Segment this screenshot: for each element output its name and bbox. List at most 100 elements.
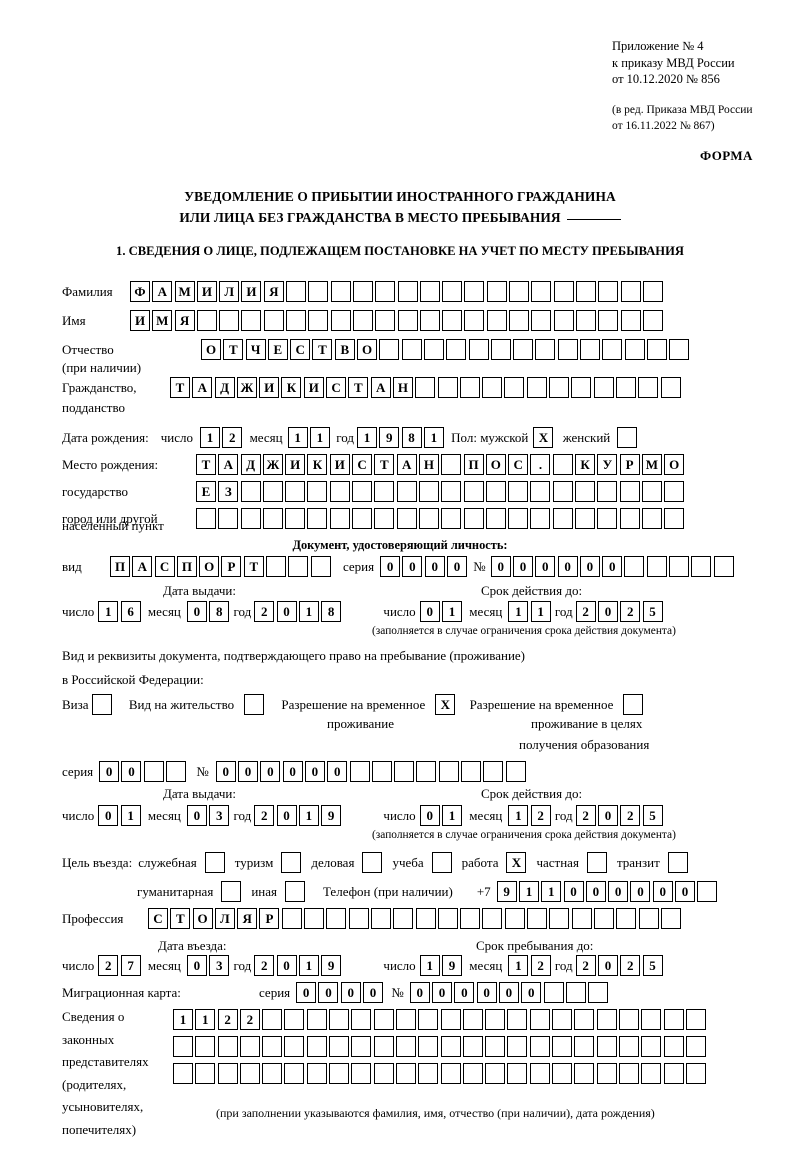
char-box[interactable] (620, 310, 641, 331)
char-box[interactable] (219, 310, 240, 331)
char-box[interactable] (685, 1063, 706, 1084)
char-box[interactable]: К (307, 454, 328, 475)
char-box[interactable] (442, 281, 463, 302)
char-box[interactable] (593, 377, 614, 398)
char-box[interactable]: 1 (423, 427, 444, 448)
char-box[interactable]: 0 (215, 761, 236, 782)
char-box[interactable] (459, 377, 480, 398)
char-box[interactable]: О (201, 339, 221, 360)
char-box[interactable]: И (196, 281, 217, 302)
char-box[interactable]: 1 (419, 955, 440, 976)
char-box[interactable]: 3 (209, 805, 230, 826)
char-box[interactable]: Т (170, 377, 190, 398)
char-box[interactable] (669, 339, 690, 360)
char-box[interactable]: О (485, 454, 506, 475)
char-box[interactable] (549, 908, 570, 929)
char-box[interactable] (463, 481, 484, 502)
char-box[interactable] (549, 377, 570, 398)
char-box[interactable] (442, 310, 463, 331)
char-box[interactable] (615, 377, 636, 398)
purpose-option-checkbox[interactable] (221, 881, 242, 902)
char-box[interactable]: 1 (508, 601, 529, 622)
char-box[interactable] (463, 508, 484, 529)
char-box[interactable] (504, 377, 525, 398)
char-box[interactable]: 9 (496, 881, 517, 902)
char-box[interactable]: 0 (521, 982, 542, 1003)
char-box[interactable]: 0 (579, 556, 600, 577)
char-box[interactable] (553, 281, 574, 302)
char-box[interactable]: 0 (602, 556, 623, 577)
char-box[interactable] (598, 281, 619, 302)
char-box[interactable]: Ж (236, 377, 257, 398)
char-box[interactable] (596, 1009, 617, 1030)
char-box[interactable]: Д (240, 454, 261, 475)
char-box[interactable] (483, 761, 504, 782)
char-box[interactable] (217, 1063, 238, 1084)
char-box[interactable] (329, 1036, 350, 1057)
char-box[interactable] (352, 481, 373, 502)
char-box[interactable]: 0 (454, 982, 475, 1003)
char-box[interactable]: 0 (597, 955, 618, 976)
char-box[interactable] (482, 908, 503, 929)
char-box[interactable]: 0 (563, 881, 584, 902)
char-box[interactable]: 0 (186, 601, 207, 622)
purpose-option-checkbox[interactable] (431, 852, 452, 873)
char-box[interactable] (624, 339, 645, 360)
char-box[interactable] (441, 454, 462, 475)
char-box[interactable] (284, 1036, 305, 1057)
char-box[interactable]: Е (196, 481, 216, 502)
char-box[interactable]: 1 (298, 601, 319, 622)
char-box[interactable]: 0 (296, 982, 317, 1003)
char-box[interactable]: Т (223, 339, 244, 360)
char-box[interactable]: 1 (298, 955, 319, 976)
char-box[interactable]: О (357, 339, 378, 360)
char-box[interactable]: С (290, 339, 311, 360)
char-box[interactable] (371, 761, 392, 782)
char-box[interactable] (329, 1063, 350, 1084)
char-box[interactable]: 7 (120, 955, 141, 976)
char-box[interactable] (418, 481, 439, 502)
char-box[interactable] (619, 481, 640, 502)
char-box[interactable] (286, 310, 307, 331)
birthplace-line3-input[interactable] (196, 508, 687, 529)
char-box[interactable]: 0 (409, 982, 430, 1003)
char-box[interactable]: 3 (209, 955, 230, 976)
char-box[interactable] (397, 310, 418, 331)
char-box[interactable] (531, 310, 552, 331)
char-box[interactable] (575, 508, 596, 529)
char-box[interactable]: 0 (597, 805, 618, 826)
char-box[interactable]: 2 (575, 955, 596, 976)
char-box[interactable] (485, 1036, 506, 1057)
char-box[interactable] (531, 281, 552, 302)
char-box[interactable]: К (281, 377, 302, 398)
char-box[interactable] (638, 377, 659, 398)
char-box[interactable] (571, 908, 592, 929)
char-box[interactable] (330, 281, 351, 302)
char-box[interactable] (196, 310, 217, 331)
char-box[interactable]: 5 (642, 805, 663, 826)
char-box[interactable]: 0 (535, 556, 556, 577)
char-box[interactable] (596, 1063, 617, 1084)
char-box[interactable]: 0 (282, 761, 303, 782)
char-box[interactable]: 6 (120, 601, 141, 622)
char-box[interactable]: З (218, 481, 239, 502)
char-box[interactable]: Н (418, 454, 439, 475)
char-box[interactable] (195, 1063, 216, 1084)
char-box[interactable]: С (154, 556, 175, 577)
char-box[interactable] (308, 310, 329, 331)
char-box[interactable]: Р (221, 556, 242, 577)
char-box[interactable] (263, 310, 284, 331)
char-box[interactable]: 2 (254, 805, 275, 826)
purpose-option-checkbox[interactable] (281, 852, 302, 873)
char-box[interactable] (241, 310, 262, 331)
